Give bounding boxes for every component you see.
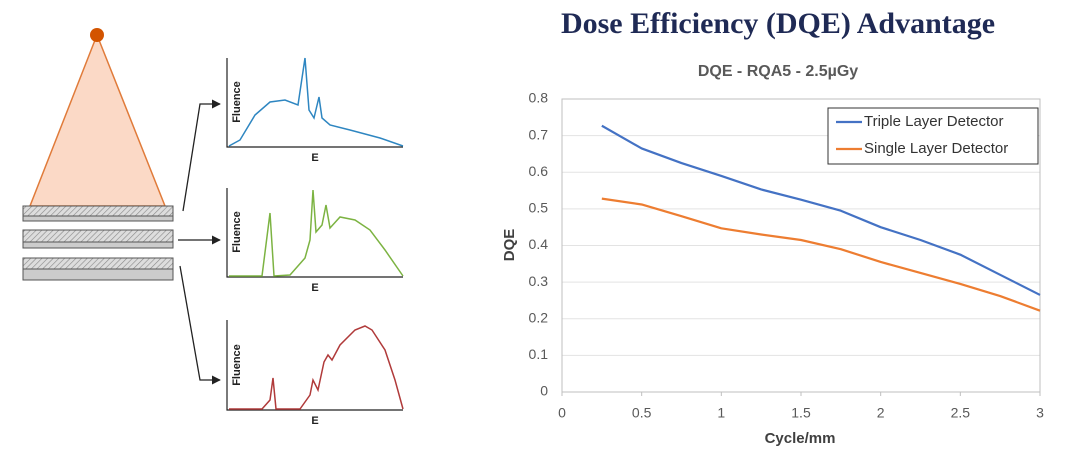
spectrum: [228, 57, 404, 147]
chart-title: DQE - RQA5 - 2.5µGy: [698, 63, 858, 80]
panel-y-label: Fluence: [231, 344, 243, 386]
x-tick-label: 2: [877, 405, 885, 421]
panel-x-label: E: [311, 282, 318, 294]
panel-y-label: Fluence: [231, 81, 243, 123]
panel-axes: [226, 320, 403, 411]
spectrum: [229, 325, 404, 410]
x-axis-label: Cycle/mm: [765, 430, 836, 447]
y-tick-label: 0.8: [529, 90, 549, 106]
panel-axes: [226, 188, 403, 278]
panel-y-label: Fluence: [231, 211, 243, 253]
series-line: [601, 124, 1041, 296]
y-tick-label: 0.7: [529, 126, 549, 142]
y-tick-label: 0.4: [529, 236, 549, 252]
source: [90, 28, 104, 42]
page-title: Dose Efficiency (DQE) Advantage: [561, 7, 995, 40]
panel-axes: [226, 58, 403, 148]
y-axis-label: DQE: [501, 229, 518, 262]
detector-diagram: Fluence E Fluence E Fluence E: [22, 28, 404, 427]
series-line: [601, 197, 1041, 312]
layer-plate: [22, 241, 174, 249]
x-tick-label: 0: [558, 405, 566, 421]
spectrum: [229, 189, 404, 277]
beam-cone: [28, 32, 167, 207]
layer: [22, 205, 174, 217]
y-tick-label: 0.1: [529, 346, 549, 362]
x-tick-label: 0.5: [632, 405, 652, 421]
y-tick-label: 0: [540, 383, 548, 399]
arrow: [182, 99, 221, 212]
layer: [22, 229, 174, 243]
legend-label: Single Layer Detector: [864, 140, 1008, 157]
y-tick-label: 0.5: [529, 200, 549, 216]
legend-box: [827, 107, 1039, 165]
panel-x-label: E: [311, 152, 318, 164]
y-tick-label: 0.2: [529, 309, 549, 325]
arrow: [179, 265, 221, 385]
y-tick-label: 0.6: [529, 163, 549, 179]
x-tick-label: 3: [1036, 405, 1044, 421]
y-tick-label: 0.3: [529, 273, 549, 289]
plot-frame: [561, 98, 1041, 393]
layer-plate: [22, 268, 174, 281]
legend-label: Triple Layer Detector: [864, 113, 1004, 130]
panel-x-label: E: [311, 415, 318, 427]
x-tick-label: 2.5: [951, 405, 971, 421]
x-tick-label: 1: [717, 405, 725, 421]
layer: [22, 257, 174, 270]
layer-plate: [22, 215, 174, 222]
x-tick-label: 1.5: [791, 405, 811, 421]
